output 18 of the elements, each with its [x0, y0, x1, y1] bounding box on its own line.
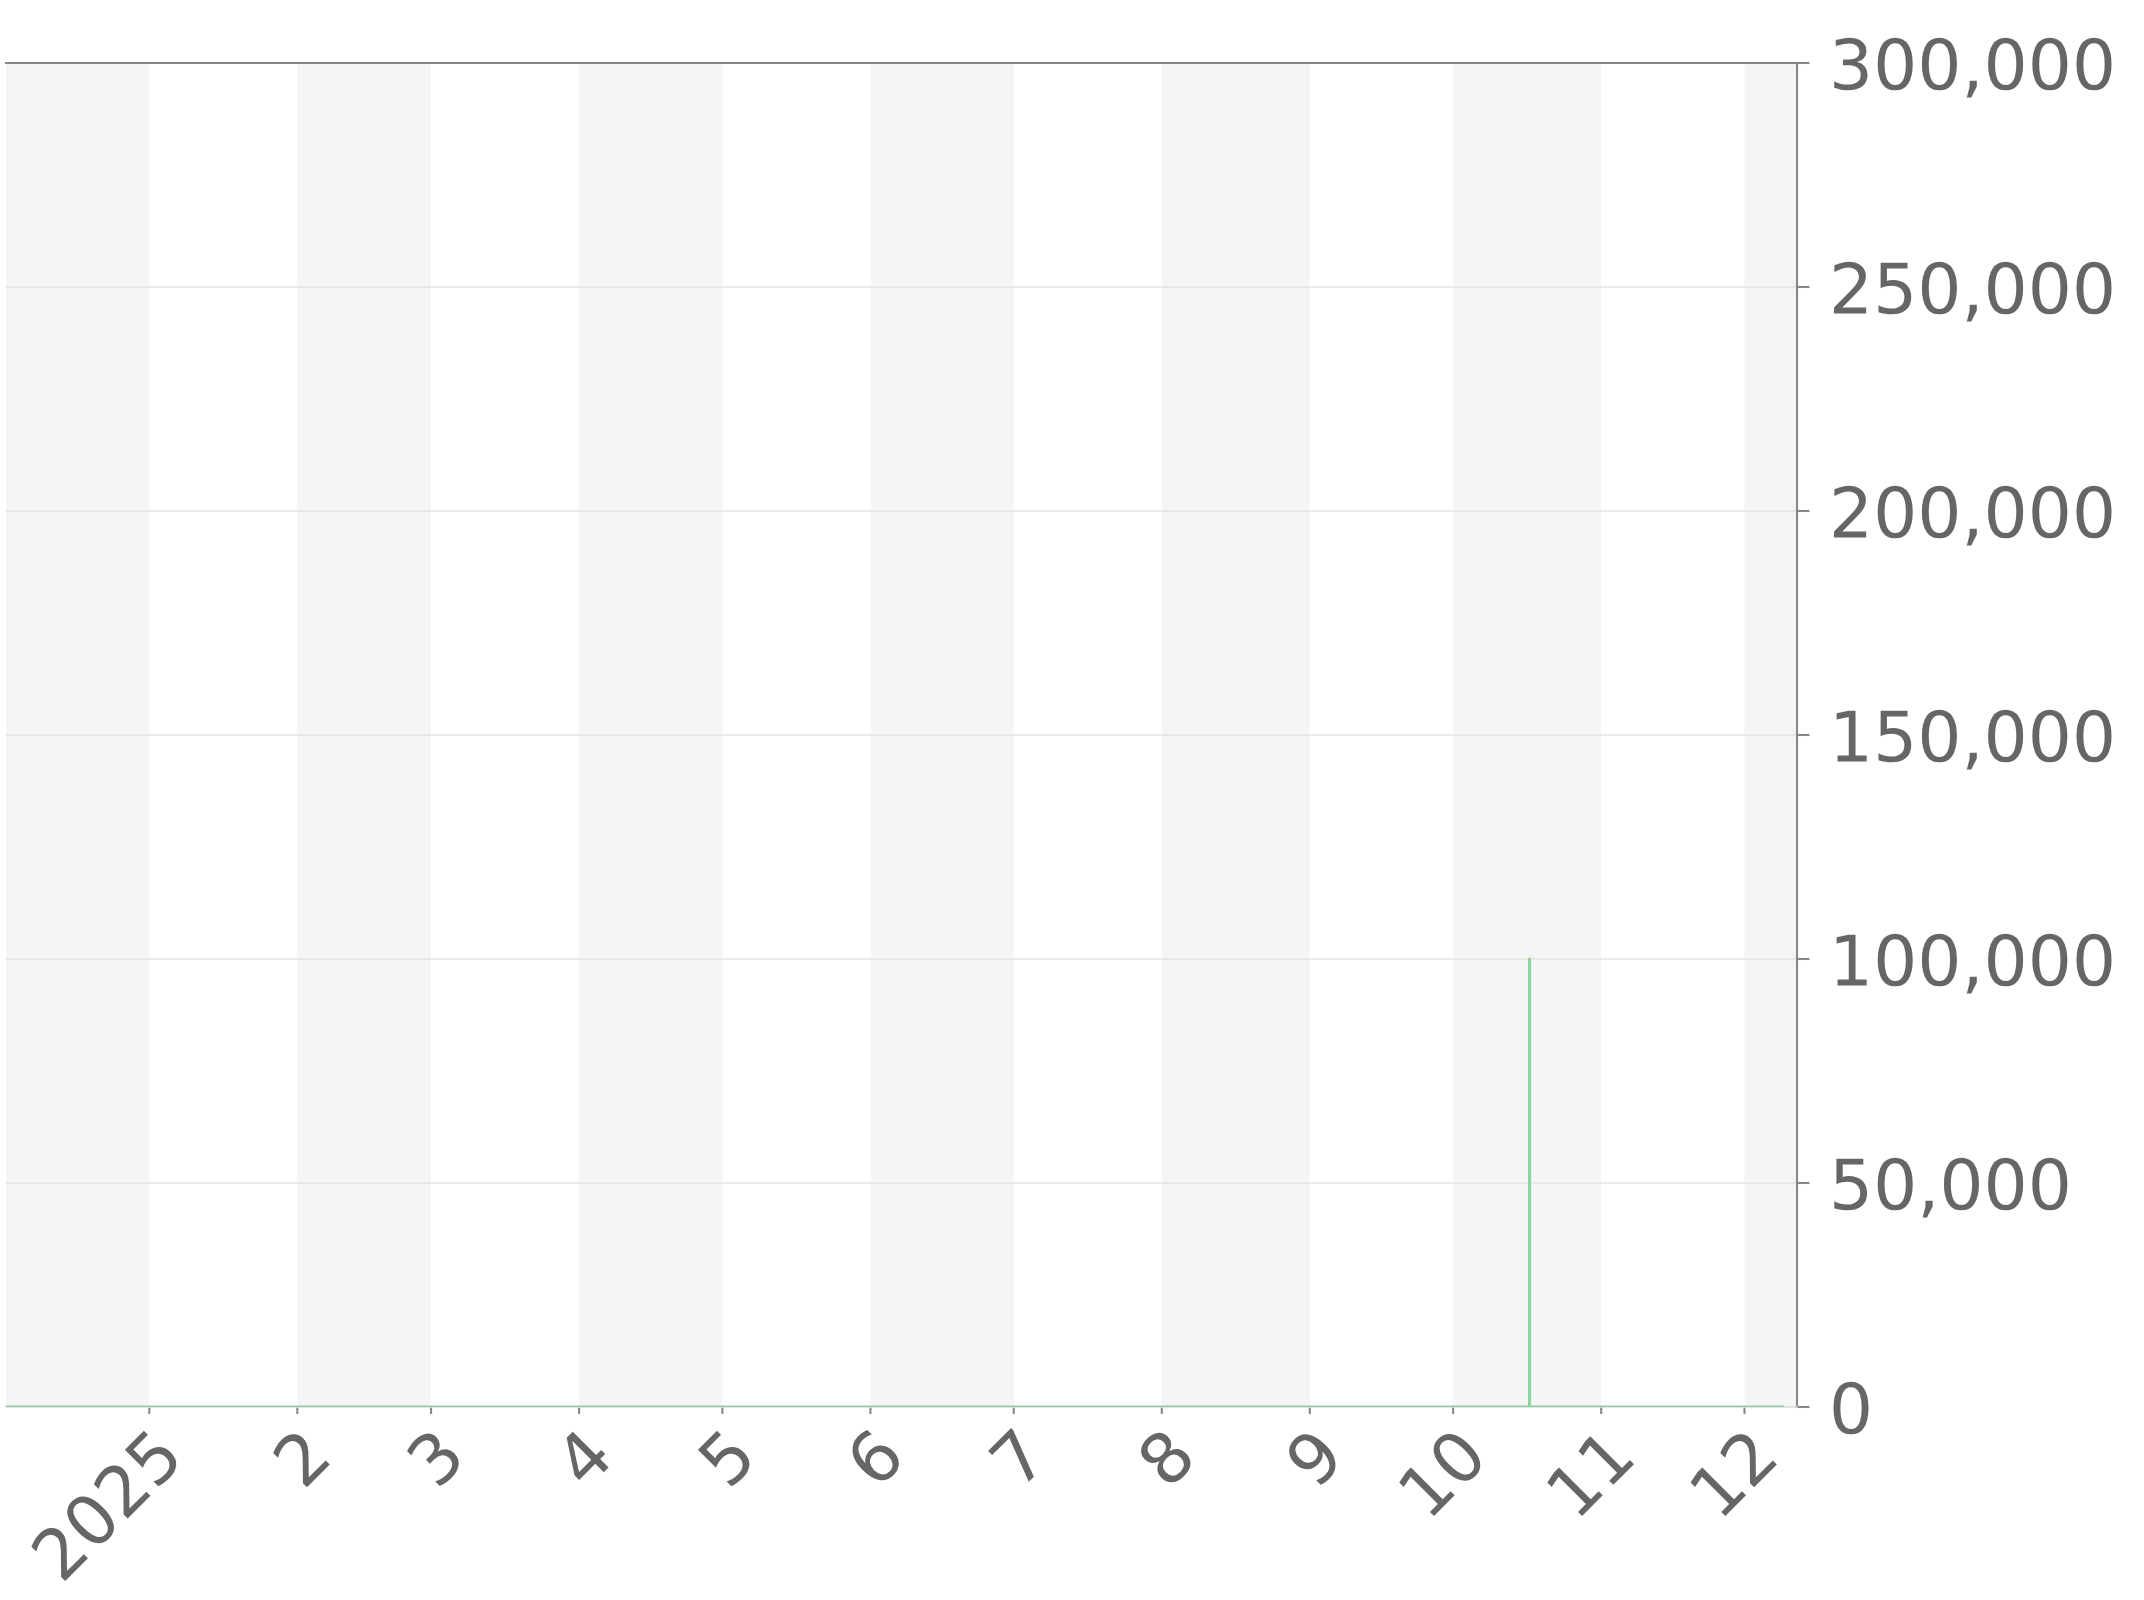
- y-tick-label: 0: [1833, 1381, 1869, 1435]
- y-tick-label: 100,000: [1836, 933, 2112, 994]
- x-tick-label: 7: [988, 1427, 1047, 1487]
- y-tick-label: 150,000: [1836, 709, 2112, 770]
- y-tick-label: 50,000: [1834, 1157, 2068, 1218]
- x-tick-label: 4: [551, 1426, 614, 1489]
- x-tick-label: 8: [1134, 1426, 1197, 1489]
- x-tick-label: 9: [1282, 1426, 1345, 1489]
- x-tick-label: 11: [1545, 1428, 1634, 1517]
- x-tick-label: 3: [404, 1427, 466, 1488]
- x-tick-label: 6: [843, 1426, 906, 1489]
- y-tick-label: 250,000: [1834, 261, 2112, 322]
- y-tick-label: 300,000: [1834, 37, 2112, 98]
- x-tick-label: 10: [1396, 1426, 1488, 1518]
- y-tick-label: 200,000: [1834, 485, 2112, 546]
- x-tick-label: 5: [696, 1428, 757, 1488]
- x-tick-label: 2: [270, 1428, 330, 1488]
- x-tick-label: 12: [1688, 1428, 1777, 1517]
